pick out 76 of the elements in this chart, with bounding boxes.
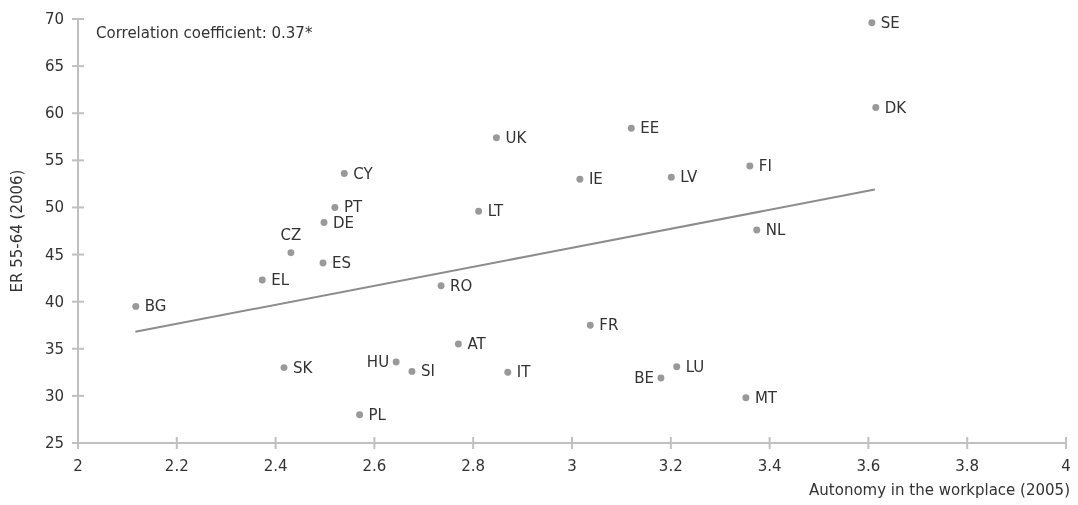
point: [576, 175, 584, 183]
x-tick-label: 3: [567, 457, 577, 475]
data-label: BE: [634, 368, 654, 387]
y-tick-label: 30: [44, 386, 64, 405]
y-tick-label: 65: [44, 57, 64, 76]
x-tick-label: 4: [1061, 457, 1071, 475]
x-tick-label: 2.8: [461, 457, 486, 475]
data-label: LV: [680, 168, 698, 187]
point: [504, 368, 512, 376]
point: [742, 394, 750, 402]
point: [356, 411, 364, 419]
point: [437, 282, 445, 290]
y-tick-label: 40: [44, 292, 64, 311]
point: [657, 374, 665, 382]
x-tick-label: 3.6: [856, 457, 881, 475]
data-label: AT: [467, 335, 487, 354]
data-label: HU: [366, 352, 390, 371]
data-label: NL: [765, 221, 786, 240]
x-tick-label: 2.2: [164, 457, 189, 475]
point: [320, 219, 328, 226]
data-label: SE: [880, 13, 900, 32]
data-label: DK: [884, 98, 908, 117]
x-tick-label: 3.4: [757, 457, 782, 475]
point: [475, 207, 483, 215]
point: [280, 364, 288, 372]
data-label: IE: [588, 170, 603, 189]
x-axis-title: Autonomy in the workplace (2005): [809, 481, 1070, 499]
point: [753, 226, 761, 234]
point: [872, 104, 880, 112]
y-tick-label: 45: [44, 245, 64, 264]
point: [868, 19, 876, 27]
y-tick-label: 35: [44, 339, 64, 358]
y-axis-title: ER 55-64 (2006): [8, 169, 26, 293]
data-label: BG: [144, 297, 167, 316]
data-label: CZ: [280, 225, 302, 244]
y-tick-label: 60: [44, 104, 64, 123]
data-label: SK: [293, 358, 314, 377]
point: [746, 162, 754, 170]
point: [392, 358, 400, 366]
point: [258, 276, 266, 284]
data-label: EE: [640, 119, 660, 138]
data-label: UK: [505, 128, 528, 147]
y-tick-label: 25: [44, 434, 64, 452]
data-label: LU: [685, 357, 705, 376]
data-label: CY: [353, 164, 374, 183]
x-tick-label: 3.8: [955, 457, 980, 475]
point: [408, 367, 416, 375]
data-label: EL: [271, 271, 290, 289]
y-tick-label: 70: [44, 10, 64, 28]
data-label: SI: [420, 362, 435, 381]
y-tick-label: 55: [44, 151, 64, 170]
data-label: ES: [332, 254, 352, 273]
data-label: FI: [758, 156, 772, 175]
point: [319, 259, 327, 267]
point: [667, 173, 675, 181]
point: [340, 170, 348, 177]
point: [492, 134, 500, 142]
x-tick-label: 2.6: [362, 457, 387, 475]
point: [287, 249, 295, 257]
point: [331, 203, 339, 211]
x-tick-label: 2: [73, 457, 83, 475]
data-label: IT: [516, 363, 532, 382]
data-label: PL: [368, 405, 387, 424]
data-label: RO: [450, 276, 473, 295]
point: [627, 124, 635, 132]
point: [454, 340, 462, 348]
point: [586, 321, 594, 329]
x-tick-label: 3.2: [658, 457, 683, 475]
data-label: FR: [599, 316, 619, 335]
annotation: Correlation coefficient: 0.37*: [96, 24, 313, 42]
y-tick-label: 50: [44, 198, 64, 217]
data-label: LT: [487, 202, 504, 221]
point: [673, 363, 681, 371]
data-label: MT: [754, 388, 778, 407]
x-tick-label: 2.4: [263, 457, 288, 475]
point: [132, 302, 140, 310]
